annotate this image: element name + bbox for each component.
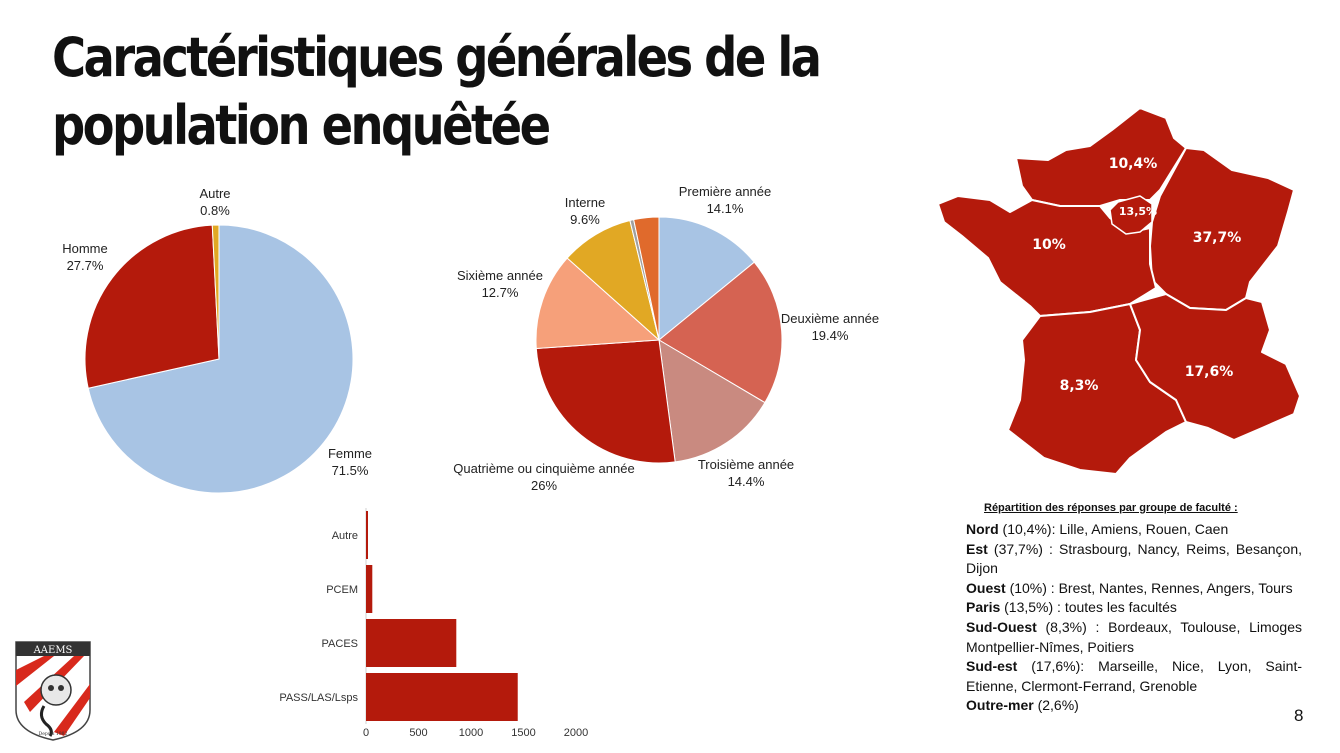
legend-item: Ouest (10%) : Brest, Nantes, Rennes, Ang… (966, 579, 1293, 596)
gender-pie-value-label: 27.7% (67, 258, 104, 273)
gender-pie-value-label: 0.8% (200, 203, 230, 218)
faculty-legend: Nord (10,4%): Lille, Amiens, Rouen, Caen… (966, 520, 1302, 716)
legend-item: Paris (13,5%) : toutes les facultés (966, 599, 1177, 616)
legend-title: Répartition des réponses par groupe de f… (984, 502, 1238, 514)
legend-item: Sud-Ouest (8,3%) : Bordeaux, Toulouse, L… (966, 618, 1302, 655)
gender-pie-slice (87, 224, 354, 494)
legend-item: Nord (10,4%): Lille, Amiens, Rouen, Caen (966, 521, 1229, 537)
gender-pie-value-label: 71.5% (332, 463, 369, 478)
legend-item: Est (37,7%) : Strasbourg, Nancy, Reims, … (966, 540, 1302, 577)
gender-pie-slice (211, 224, 220, 360)
gender-pie-label: Autre (199, 186, 230, 201)
gender-pie-label: Homme (62, 241, 108, 256)
gender-pie-label: Femme (328, 446, 372, 461)
legend-item: Outre-mer (2,6%) (966, 697, 1079, 714)
legend-item: Sud-est (17,6%): Marseille, Nice, Lyon, … (966, 658, 1302, 694)
logo-text: AAEMS (33, 645, 73, 656)
page-number: 8 (1294, 706, 1304, 725)
page-title: Caractéristiques générales de la populat… (52, 26, 822, 157)
aaems-logo: AAEMS Depuis 1982 (15, 641, 91, 741)
logo-subtext: Depuis 1982 (39, 731, 68, 737)
gender-pie-slice (84, 224, 220, 389)
